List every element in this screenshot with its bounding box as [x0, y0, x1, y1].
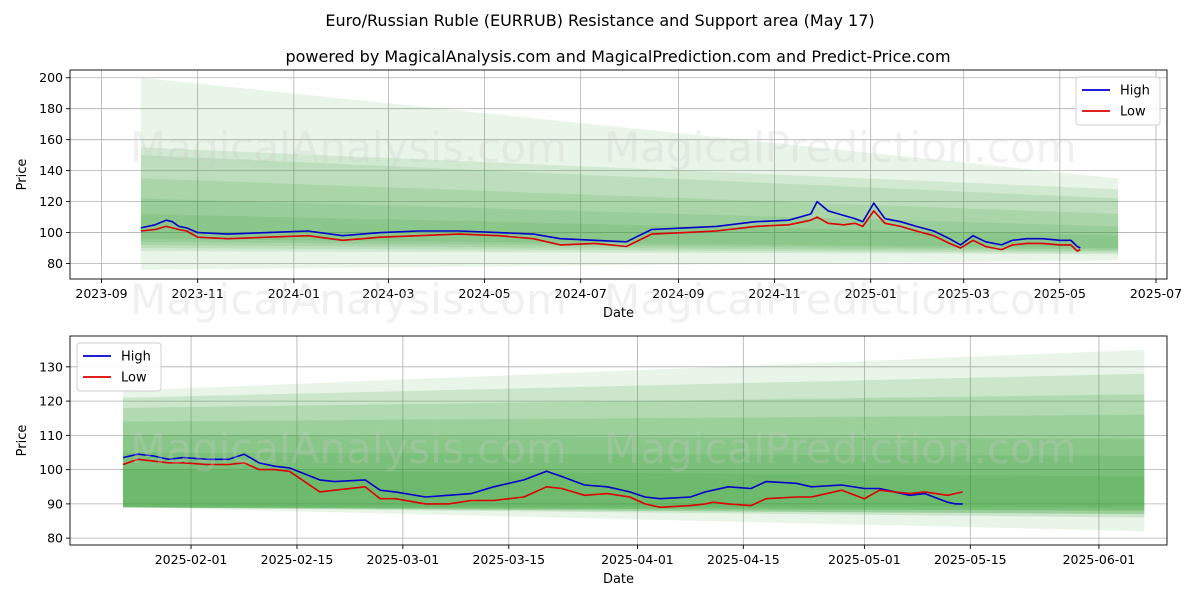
- band-area: [140, 213, 1119, 249]
- y-tick-label: 110: [39, 428, 63, 443]
- y-tick-label: 90: [47, 496, 63, 511]
- watermark-analysis: MagicalAnalysis.com: [130, 275, 567, 324]
- chart-title: Euro/Russian Ruble (EURRUB) Resistance a…: [325, 11, 874, 30]
- x-tick-label: 2025-04-15: [707, 552, 780, 567]
- legend: High Low: [76, 342, 162, 392]
- legend-label-high: High: [1120, 84, 1150, 99]
- x-tick-label: 2025-03-15: [472, 552, 545, 567]
- watermark-top: MagicalAnalysis.com MagicalPrediction.co…: [130, 123, 1077, 473]
- y-tick-label: 130: [39, 359, 63, 374]
- x-tick-label: 2024-07: [555, 286, 607, 301]
- x-tick-label: 2025-03-01: [367, 552, 440, 567]
- series-line-high: [140, 200, 1081, 249]
- x-tick-label: 2024-11: [748, 286, 800, 301]
- x-tick-label: 2025-04-01: [601, 552, 674, 567]
- y-tick-label: 120: [39, 394, 63, 409]
- top-panel: 2023-09 2023-11 2024-01 2024-03 2024-05 2024-…: [15, 69, 1182, 321]
- y-tick-label: 140: [39, 163, 63, 178]
- bottom-panel: 2025-02-01 2025-02-15 2025-03-01 2025-03-15…: [15, 335, 1168, 587]
- band-area: [122, 373, 1145, 518]
- x-tick-label: 2024-01: [268, 286, 320, 301]
- y-tick-label: 100: [39, 462, 63, 477]
- chart-subtitle: powered by MagicalAnalysis.com and Magic…: [285, 47, 950, 66]
- band-area: [140, 155, 1119, 253]
- x-tick-label: 2025-02-01: [155, 552, 228, 567]
- x-tick-label: 2025-07: [1130, 286, 1182, 301]
- band-group: [140, 77, 1119, 270]
- band-area: [140, 147, 1119, 255]
- band-group: [122, 349, 1145, 532]
- y-tick-label: 200: [39, 70, 63, 85]
- legend-label-low: Low: [121, 371, 147, 386]
- y-tick-label: 160: [39, 132, 63, 147]
- y-axis-label: Price: [15, 159, 30, 191]
- x-tick-label: 2024-05: [458, 286, 510, 301]
- series-line-low: [140, 210, 1081, 252]
- x-tick-label: 2025-05: [1034, 286, 1086, 301]
- legend: High Low: [1075, 76, 1161, 126]
- x-tick-label: 2024-03: [362, 286, 414, 301]
- legend-box: [1075, 76, 1161, 126]
- band-area: [140, 77, 1119, 270]
- series-line-high: [122, 453, 963, 505]
- watermark-prediction: MagicalPrediction.com: [604, 123, 1077, 172]
- watermark-analysis: MagicalAnalysis.com: [130, 424, 567, 473]
- band-area: [122, 394, 1145, 515]
- x-tick-label: 2024-09: [652, 286, 704, 301]
- legend-label-low: Low: [1120, 105, 1146, 120]
- x-tick-label: 2025-01: [845, 286, 897, 301]
- band-area: [122, 452, 1145, 511]
- x-tick-label: 2025-05-15: [934, 552, 1007, 567]
- x-tick-label: 2023-11: [172, 286, 224, 301]
- x-tick-label: 2023-09: [75, 286, 127, 301]
- y-tick-label: 180: [39, 101, 63, 116]
- y-axis-label: Price: [15, 425, 30, 457]
- x-tick-label: 2025-03: [938, 286, 990, 301]
- x-axis-label: Date: [603, 306, 634, 321]
- axes-frame: [69, 335, 1168, 546]
- x-axis-label: Date: [603, 572, 634, 587]
- watermark-prediction: MagicalPrediction.com: [604, 275, 1077, 324]
- y-tick-label: 80: [47, 256, 63, 271]
- watermark-analysis: MagicalAnalysis.com: [130, 123, 567, 172]
- y-tick-label: 100: [39, 225, 63, 240]
- series-line-low: [122, 458, 963, 509]
- x-tick-label: 2025-02-15: [261, 552, 334, 567]
- legend-label-high: High: [121, 350, 151, 365]
- band-area: [122, 349, 1145, 532]
- x-tick-label: 2025-06-01: [1063, 552, 1136, 567]
- x-tick-label: 2025-05-01: [828, 552, 901, 567]
- y-tick-label: 120: [39, 194, 63, 209]
- legend-box: [76, 342, 162, 392]
- watermark-prediction: MagicalPrediction.com: [604, 424, 1077, 473]
- y-tick-label: 80: [47, 531, 63, 546]
- axes-frame: [69, 69, 1168, 280]
